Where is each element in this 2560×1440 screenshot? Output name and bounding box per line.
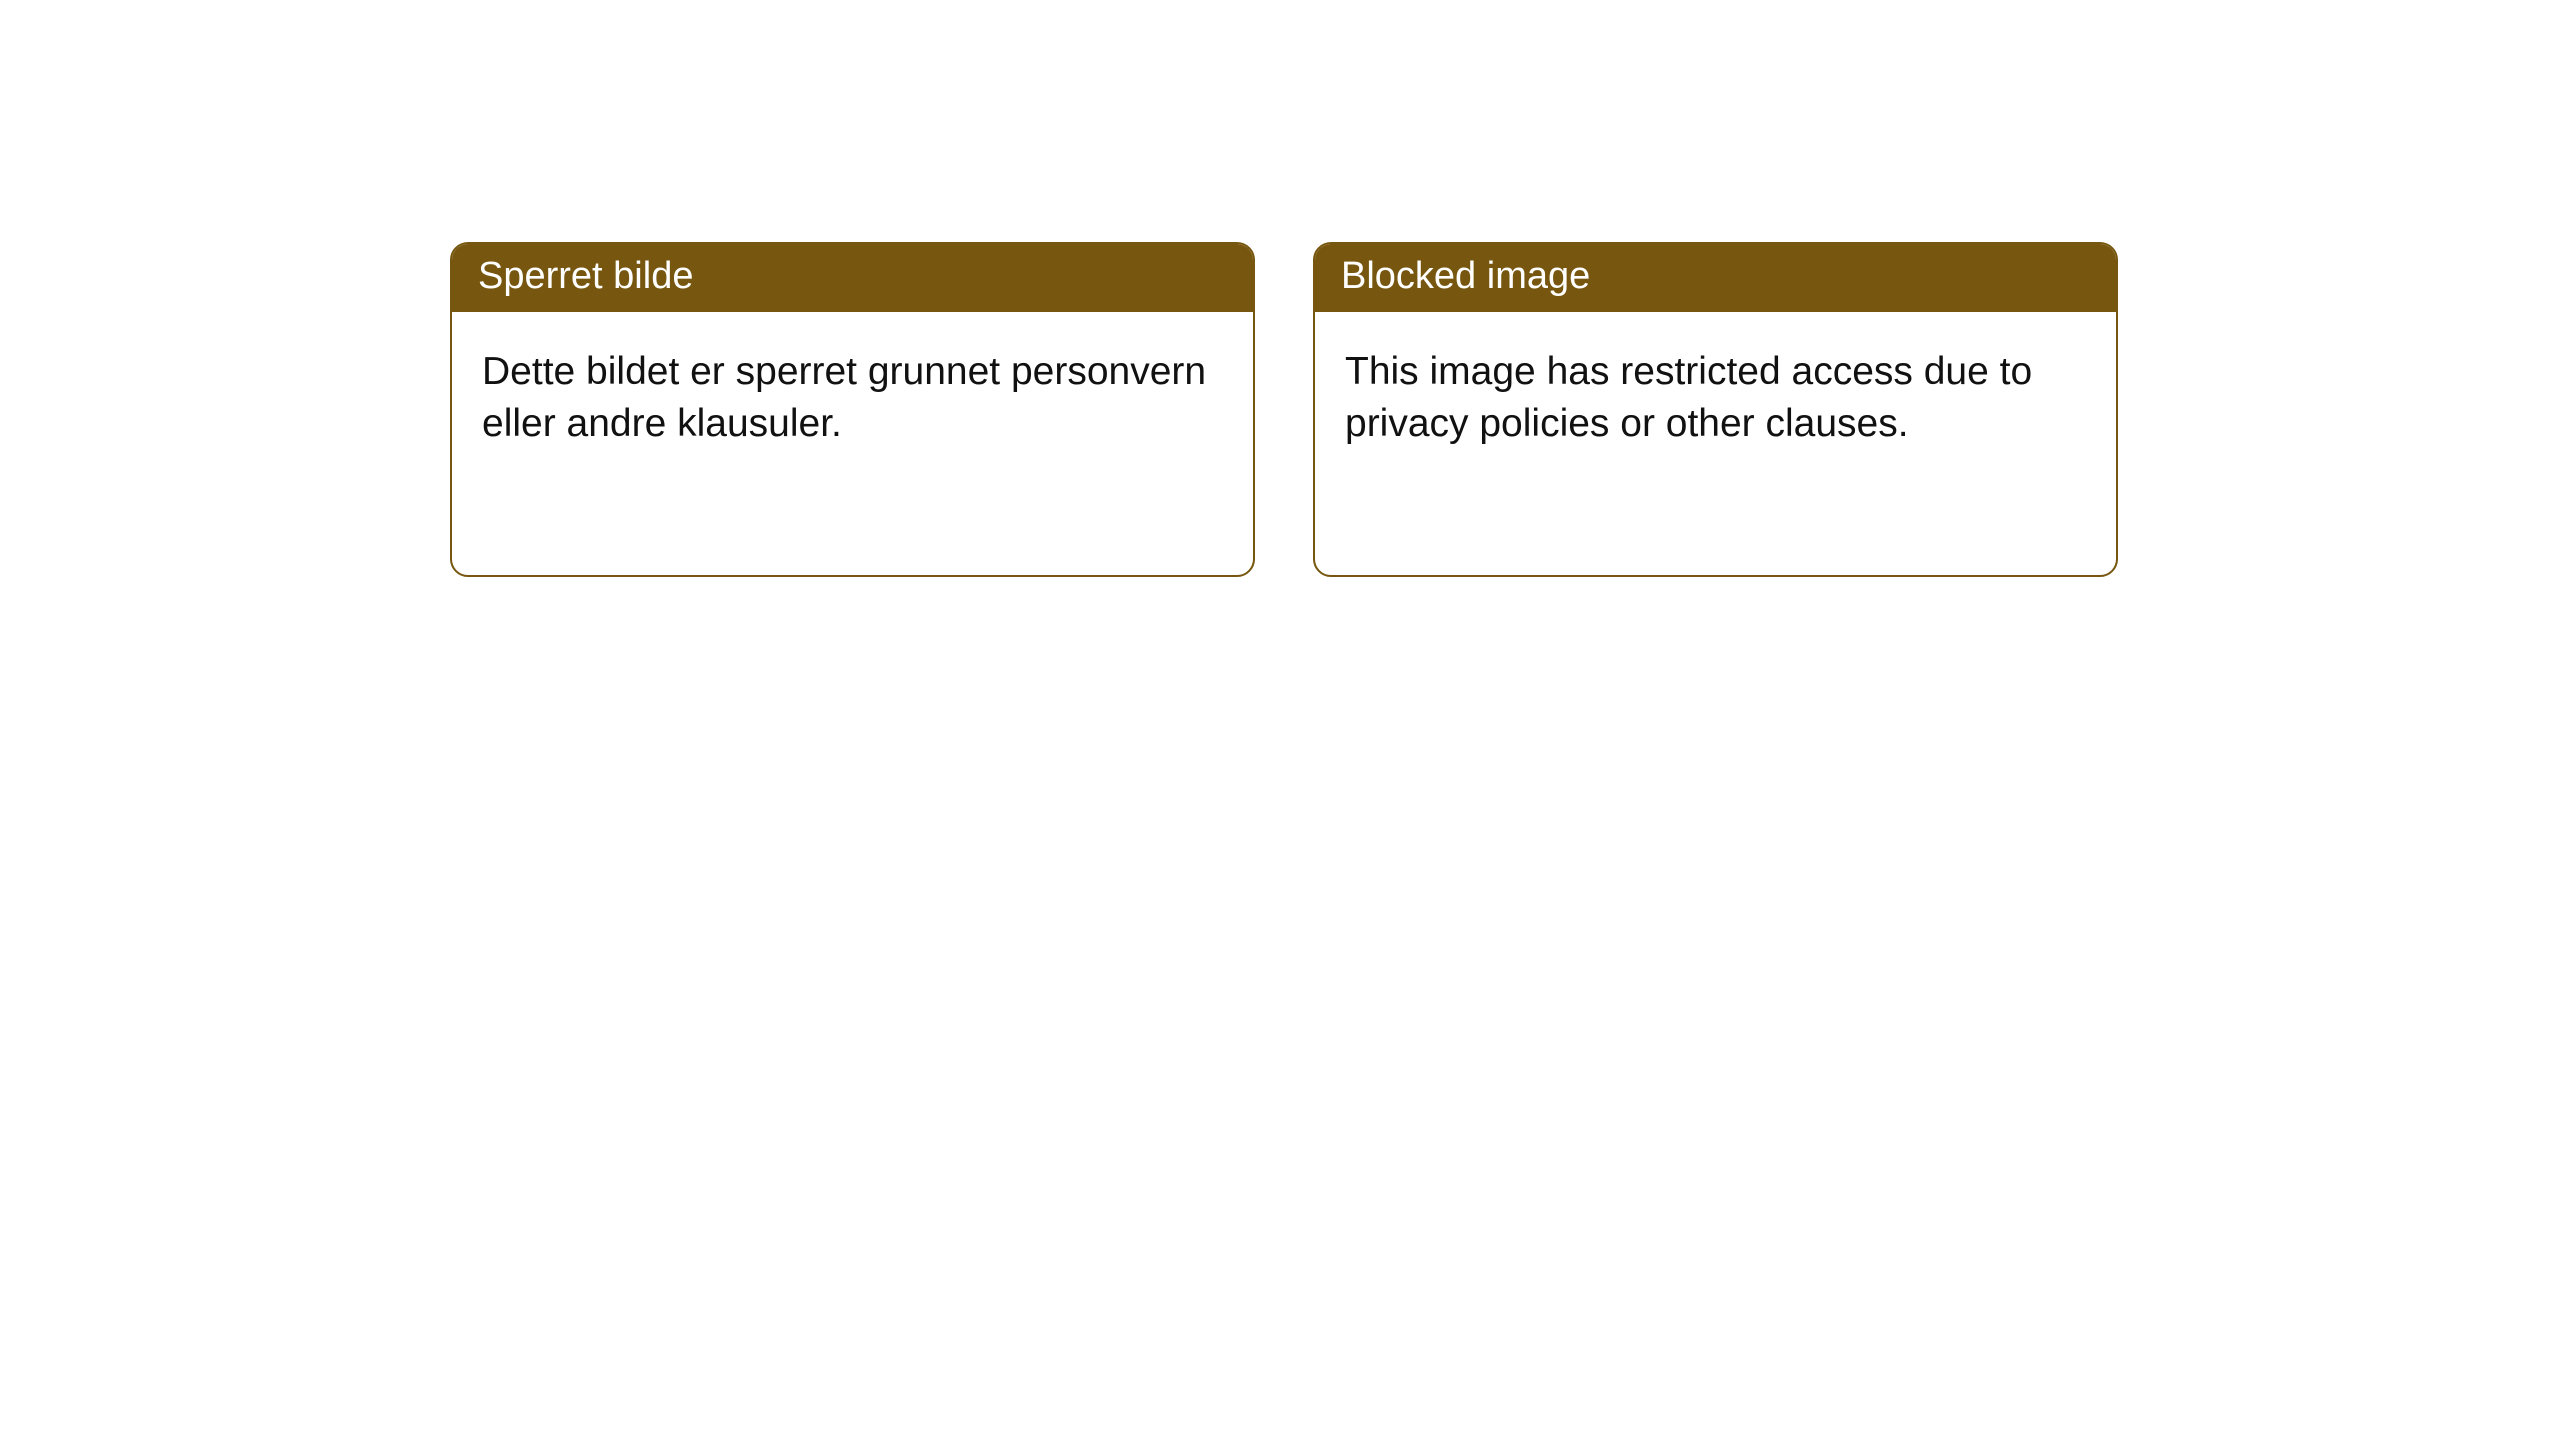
notice-card-norwegian: Sperret bilde Dette bildet er sperret gr… (450, 242, 1255, 577)
notice-card-title: Blocked image (1315, 244, 2116, 312)
notice-card-english: Blocked image This image has restricted … (1313, 242, 2118, 577)
notice-card-body: This image has restricted access due to … (1315, 312, 2116, 481)
notice-container: Sperret bilde Dette bildet er sperret gr… (0, 0, 2560, 577)
notice-card-title: Sperret bilde (452, 244, 1253, 312)
notice-card-body: Dette bildet er sperret grunnet personve… (452, 312, 1253, 481)
